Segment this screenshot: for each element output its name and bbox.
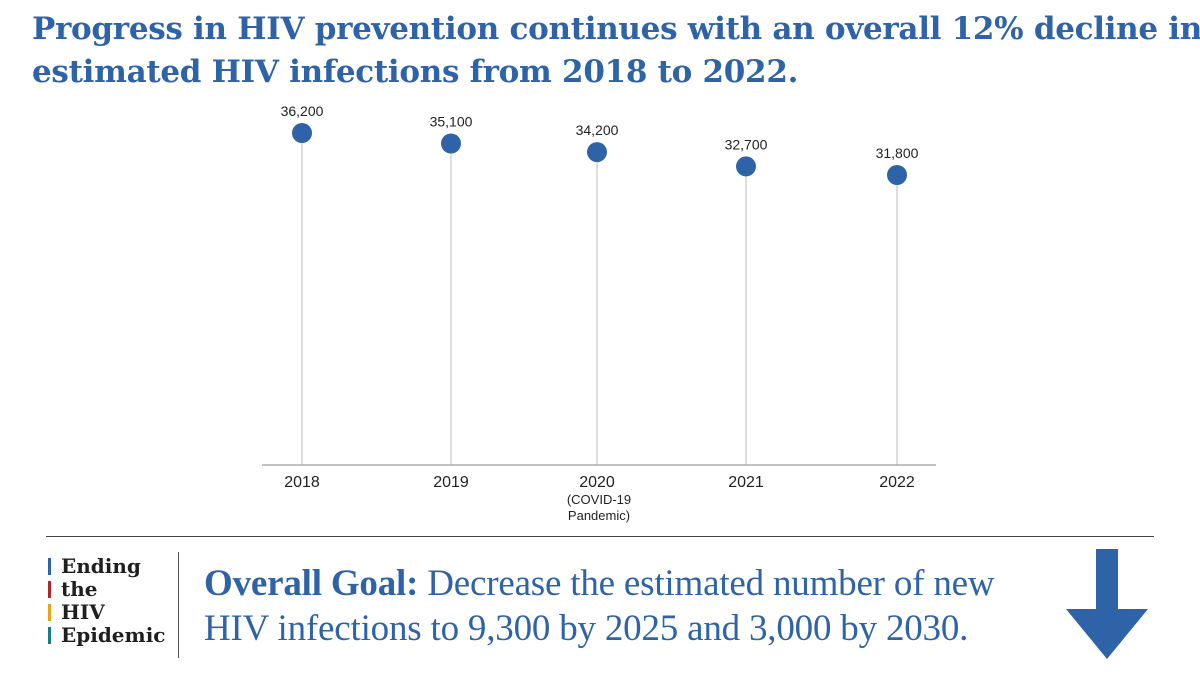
goal-line-2: HIV infections to 9,300 by 2025 and 3,00… <box>204 608 969 649</box>
ending-the-hiv-epidemic-logo: Ending the HIV Epidemic <box>47 555 172 647</box>
data-label-2020: 34,200 <box>576 122 619 138</box>
data-label-2021: 32,700 <box>725 136 768 152</box>
chart-title-line-1: Progress in HIV prevention continues wit… <box>32 11 1200 47</box>
down-arrow-icon <box>1066 549 1148 659</box>
data-label-2018: 36,200 <box>281 103 324 119</box>
overall-goal-text: Overall Goal: Decrease the estimated num… <box>204 561 1054 651</box>
logo-line-epidemic: Epidemic <box>47 624 172 647</box>
goal-line-1: Overall Goal: Decrease the estimated num… <box>204 561 1054 606</box>
goal-line-1-body: Decrease the estimated number of new <box>427 563 995 604</box>
x-tick-label-2019: 2019 <box>433 474 469 491</box>
data-point-2018 <box>292 123 312 143</box>
logo-bar-yellow <box>48 604 51 621</box>
logo-bar-blue <box>48 558 51 575</box>
chart-title: Progress in HIV prevention continues wit… <box>32 8 1200 94</box>
goal-label: Overall Goal: <box>204 563 419 604</box>
x-tick-label-2018: 2018 <box>284 474 320 491</box>
data-label-2019: 35,100 <box>430 114 473 130</box>
x-tick-label-2020: 2020 <box>579 474 615 491</box>
logo-line-hiv: HIV <box>47 601 172 624</box>
logo-bar-teal <box>48 627 51 644</box>
data-point-2019 <box>441 133 461 154</box>
chart-title-line-2: estimated HIV infections from 2018 to 20… <box>32 54 799 90</box>
data-point-2022 <box>887 165 907 185</box>
logo-separator <box>178 552 179 658</box>
logo-line-ending: Ending <box>47 555 172 578</box>
data-label-2022: 31,800 <box>876 145 919 161</box>
logo-bar-red <box>48 581 51 598</box>
section-divider <box>46 536 1154 537</box>
x-tick-note-2020-1: (COVID-19 <box>567 492 631 507</box>
x-tick-label-2021: 2021 <box>728 474 764 491</box>
data-point-2020 <box>587 142 607 163</box>
x-tick-note-2020-2: Pandemic) <box>568 508 630 523</box>
lollipop-chart: 36,200 2018 35,100 2019 34,200 2020(COVID-19P… <box>262 103 936 523</box>
data-point-2021 <box>736 156 756 177</box>
logo-line-the: the <box>47 578 172 601</box>
x-tick-label-2022: 2022 <box>879 474 915 491</box>
